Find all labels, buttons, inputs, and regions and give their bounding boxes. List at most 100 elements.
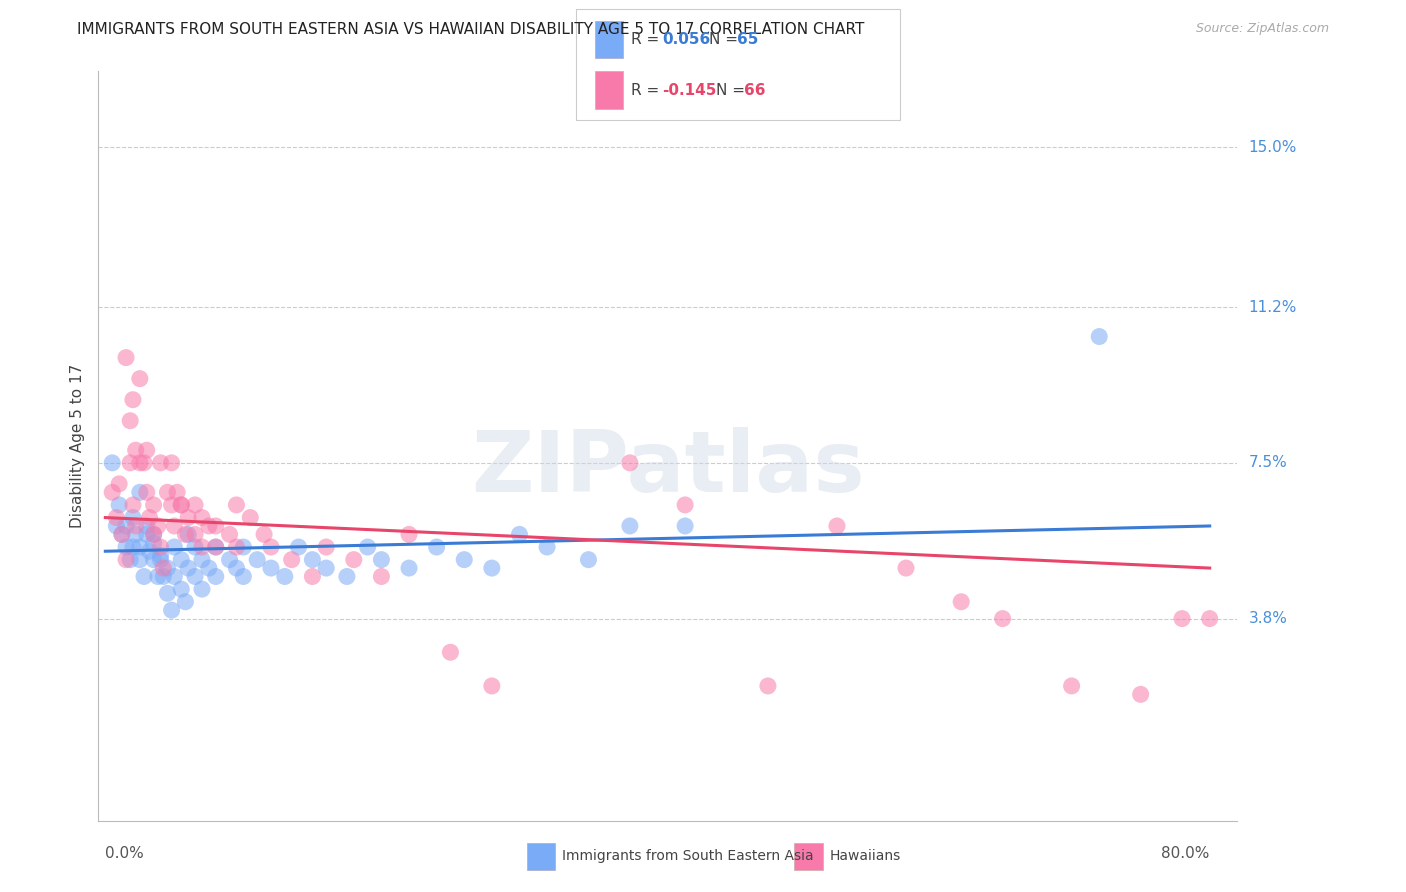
Text: 3.8%: 3.8% — [1249, 611, 1288, 626]
Point — [120, 552, 142, 566]
Point — [152, 569, 174, 583]
Text: N =: N = — [716, 83, 749, 97]
Text: Source: ZipAtlas.com: Source: ZipAtlas.com — [1195, 22, 1329, 36]
Text: 7.5%: 7.5% — [1249, 455, 1286, 470]
Point — [128, 552, 150, 566]
Point — [122, 498, 145, 512]
Point — [160, 456, 183, 470]
Point — [426, 540, 449, 554]
Point — [115, 552, 138, 566]
Point — [146, 569, 169, 583]
Text: Immigrants from South Eastern Asia: Immigrants from South Eastern Asia — [562, 849, 814, 863]
Point — [991, 611, 1014, 625]
Point — [673, 519, 696, 533]
Point — [125, 527, 148, 541]
Point — [170, 498, 193, 512]
Point — [135, 527, 157, 541]
Point — [274, 569, 297, 583]
Point — [111, 527, 134, 541]
Point — [111, 527, 134, 541]
Point — [198, 519, 221, 533]
Point — [301, 552, 323, 566]
Point — [149, 552, 172, 566]
Point — [105, 519, 128, 533]
Point — [204, 540, 226, 554]
Point — [156, 561, 179, 575]
Point — [160, 498, 183, 512]
Point — [115, 519, 138, 533]
Point — [142, 498, 165, 512]
Point — [128, 371, 150, 385]
Point — [184, 498, 207, 512]
Text: 65: 65 — [737, 32, 758, 46]
Point — [204, 569, 226, 583]
Point — [218, 552, 240, 566]
Point — [508, 527, 530, 541]
Point — [138, 510, 160, 524]
Point — [163, 519, 186, 533]
Point — [225, 540, 247, 554]
Point — [246, 552, 269, 566]
Text: 66: 66 — [744, 83, 765, 97]
Point — [177, 510, 200, 524]
Point — [184, 527, 207, 541]
Point — [184, 569, 207, 583]
Point — [287, 540, 309, 554]
Text: Hawaiians: Hawaiians — [830, 849, 901, 863]
Point — [101, 456, 124, 470]
Text: IMMIGRANTS FROM SOUTH EASTERN ASIA VS HAWAIIAN DISABILITY AGE 5 TO 17 CORRELATIO: IMMIGRANTS FROM SOUTH EASTERN ASIA VS HA… — [77, 22, 865, 37]
Point — [160, 603, 183, 617]
Point — [135, 485, 157, 500]
Point — [536, 540, 558, 554]
Point — [142, 552, 165, 566]
Point — [370, 552, 392, 566]
Text: 11.2%: 11.2% — [1249, 300, 1296, 315]
Point — [673, 498, 696, 512]
Point — [1060, 679, 1083, 693]
Point — [135, 519, 157, 533]
Point — [481, 679, 503, 693]
Point — [232, 569, 254, 583]
Text: 15.0%: 15.0% — [1249, 140, 1296, 154]
Point — [149, 456, 172, 470]
Point — [481, 561, 503, 575]
Point — [142, 527, 165, 541]
Point — [125, 519, 148, 533]
Point — [191, 582, 214, 596]
Point — [204, 540, 226, 554]
Point — [122, 540, 145, 554]
Point — [120, 414, 142, 428]
Text: ZIPatlas: ZIPatlas — [471, 427, 865, 510]
Text: R =: R = — [631, 32, 665, 46]
Point — [132, 569, 155, 583]
Point — [115, 540, 138, 554]
Text: 0.056: 0.056 — [662, 32, 710, 46]
Point — [239, 510, 262, 524]
Point — [225, 498, 247, 512]
Point — [135, 443, 157, 458]
Point — [101, 485, 124, 500]
Point — [398, 561, 420, 575]
Point — [156, 586, 179, 600]
Point — [204, 519, 226, 533]
Point — [198, 561, 221, 575]
Point — [1171, 611, 1194, 625]
Point — [336, 569, 359, 583]
Point — [128, 485, 150, 500]
Point — [142, 527, 165, 541]
Point — [1088, 329, 1111, 343]
Text: R =: R = — [631, 83, 665, 97]
Point — [177, 561, 200, 575]
Point — [120, 456, 142, 470]
Point — [142, 536, 165, 550]
Text: 80.0%: 80.0% — [1161, 846, 1209, 861]
Point — [177, 527, 200, 541]
Point — [398, 527, 420, 541]
Text: 0.0%: 0.0% — [105, 846, 143, 861]
Point — [191, 540, 214, 554]
Point — [218, 527, 240, 541]
Point — [619, 519, 641, 533]
Point — [260, 540, 283, 554]
Point — [315, 540, 337, 554]
Point — [253, 527, 276, 541]
